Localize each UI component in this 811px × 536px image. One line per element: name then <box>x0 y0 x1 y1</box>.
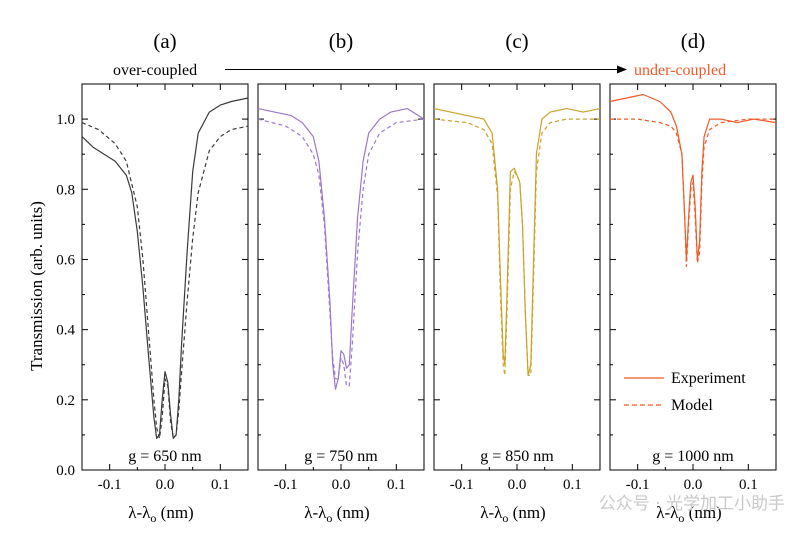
x-tick-label: 0.0 <box>684 477 703 493</box>
experiment-curve <box>257 107 425 390</box>
experiment-curve <box>433 107 601 376</box>
x-axis-title: λ-λo (nm) <box>656 503 721 525</box>
experiment-curve <box>81 97 249 439</box>
panel-frame <box>433 83 601 471</box>
x-axis-title: λ-λo (nm) <box>304 503 369 525</box>
y-tick-label: 0.8 <box>56 182 75 198</box>
legend-model-label: Model <box>671 397 713 414</box>
x-tick-label: 0.1 <box>387 477 406 493</box>
model-curve <box>610 118 776 268</box>
arrow-right-label: under-coupled <box>634 62 726 79</box>
x-axis-title: λ-λo (nm) <box>128 503 193 525</box>
coupling-arrow: over-coupled under-coupled <box>113 62 726 79</box>
model-curve <box>433 118 600 376</box>
panel-label: (a) <box>153 29 176 53</box>
panel-c: -0.1 0.0 0.1 (c) g = 850 nm λ-λo (nm) <box>433 29 601 525</box>
experiment-curve <box>609 93 777 261</box>
x-tick-label: -0.1 <box>626 477 650 493</box>
x-tick-label: 0.1 <box>563 477 582 493</box>
x-tick-label: 0.0 <box>156 477 175 493</box>
legend-experiment-label: Experiment <box>671 370 746 387</box>
panel-frame <box>81 83 249 471</box>
model-curve <box>81 122 249 439</box>
panels: -0.1 0.0 0.1 0.0 0.2 0.4 0.6 0.8 1.0 (a) g = 650 n… <box>56 29 777 525</box>
y-axis-title: Transmission (arb. units) <box>27 201 46 371</box>
panel-b: -0.1 0.0 0.1 (b) g = 750 nm λ-λo (nm) <box>257 29 425 525</box>
x-tick-label: -0.1 <box>274 477 298 493</box>
y-tick-label: 0.2 <box>56 393 75 409</box>
legend: Experiment Model <box>624 370 746 414</box>
x-tick-label: 0.1 <box>739 477 758 493</box>
y-tick-label: 0.0 <box>56 463 75 479</box>
arrow-left-label: over-coupled <box>113 62 197 79</box>
model-curve <box>257 118 425 387</box>
watermark: 公众号 · 光学加工小助手 <box>598 494 785 514</box>
panel-label: (d) <box>681 29 706 53</box>
x-tick-label: 0.0 <box>332 477 351 493</box>
x-tick-label: -0.1 <box>98 477 122 493</box>
x-tick-label: -0.1 <box>450 477 474 493</box>
gap-label: g = 850 nm <box>480 448 554 465</box>
gap-label: g = 650 nm <box>128 448 202 465</box>
x-tick-label: 0.0 <box>508 477 527 493</box>
gap-label: g = 750 nm <box>304 448 378 465</box>
y-tick-label: 0.6 <box>56 252 75 268</box>
x-axis-title: λ-λo (nm) <box>480 503 545 525</box>
gap-label: g = 1000 nm <box>652 448 734 465</box>
y-tick-label: 1.0 <box>56 112 75 128</box>
panel-a: -0.1 0.0 0.1 0.0 0.2 0.4 0.6 0.8 1.0 (a) g = 650 n… <box>56 29 249 525</box>
panel-d: -0.1 0.0 0.1 (d) g = 1000 nm λ-λo (nm) <box>609 29 777 525</box>
panel-label: (b) <box>329 29 354 53</box>
panel-frame <box>257 83 425 471</box>
panel-label: (c) <box>505 29 528 53</box>
x-tick-label: 0.1 <box>211 477 230 493</box>
y-tick-label: 0.4 <box>56 323 75 339</box>
